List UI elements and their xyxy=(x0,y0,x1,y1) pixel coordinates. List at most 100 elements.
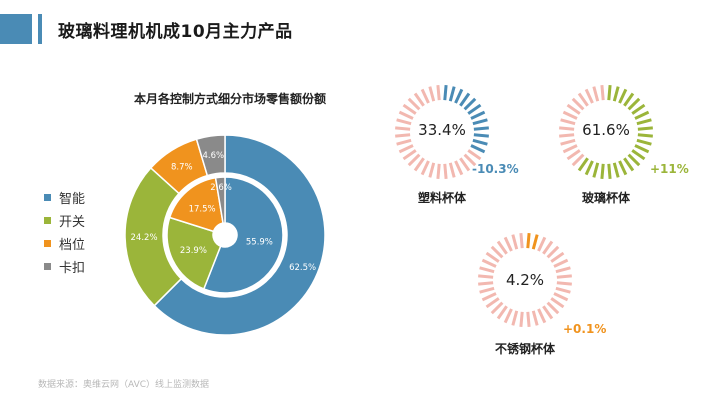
gauge-tick-steel xyxy=(490,301,504,315)
kpi-change: +11% xyxy=(650,162,689,176)
gauge-tick-steel-filled xyxy=(526,233,531,249)
gauge-tick-glass xyxy=(600,85,605,101)
gauge-tick-glass xyxy=(560,118,576,126)
gauge-tick-plastic xyxy=(396,138,412,146)
legend-item-gear: 档位 xyxy=(44,232,85,255)
gauge-tick-plastic-filled xyxy=(463,97,477,111)
gauge-tick-glass xyxy=(560,138,576,146)
gauge-tick-glass xyxy=(592,86,600,102)
gauge-tick-glass-filled xyxy=(618,88,628,104)
gauge-tick-glass xyxy=(562,110,578,120)
gauge-tick-glass-filled xyxy=(612,162,620,178)
gauge-tick-steel xyxy=(490,245,504,259)
gauge-tick-plastic xyxy=(436,85,441,101)
gauge-tick-glass-filled xyxy=(623,92,635,107)
gauge-tick-glass xyxy=(571,97,585,111)
radial-gauge-steel xyxy=(478,233,572,327)
gauge-tick-plastic xyxy=(428,162,436,178)
gauge-tick-plastic xyxy=(407,153,421,167)
chart-legend: 智能 开关 档位 卡扣 xyxy=(44,186,85,278)
gauge-tick-glass-filled xyxy=(623,157,635,172)
gauge-tick-steel-filled xyxy=(531,234,539,250)
gauge-tick-steel xyxy=(511,310,519,326)
gauge-tick-steel xyxy=(550,251,565,263)
kpi-label: 不锈钢杯体 xyxy=(494,342,555,356)
kpi-value: 33.4% xyxy=(418,121,466,139)
kpi-plastic-cup: 33.4% -10.3% 塑料杯体 xyxy=(392,82,519,205)
gauge-tick-plastic xyxy=(395,133,411,138)
title-bar: 玻璃料理机机成10月主力产品 xyxy=(0,0,720,62)
gauge-tick-steel xyxy=(496,305,508,320)
inner-slice-smart xyxy=(202,176,284,294)
kpi-glass-cup: 61.6% +11% 玻璃杯体 xyxy=(556,82,689,205)
gauge-tick-glass xyxy=(584,88,594,104)
kpi-change: +0.1% xyxy=(563,322,607,336)
outer-slice-smart xyxy=(153,134,326,336)
gauge-tick-steel xyxy=(479,286,495,294)
legend-swatch xyxy=(44,240,51,247)
gauge-tick-glass-filled xyxy=(612,86,620,102)
gauge-tick-steel xyxy=(555,286,571,294)
gauge-tick-steel xyxy=(553,292,569,302)
gauge-tick-plastic-filled xyxy=(459,92,471,107)
gauge-tick-plastic-filled xyxy=(454,88,464,104)
gauge-tick-plastic-filled xyxy=(470,144,486,154)
gauge-tick-steel xyxy=(478,281,494,286)
gauge-tick-plastic-filled xyxy=(473,133,489,138)
gauge-tick-glass-filled xyxy=(627,153,641,167)
gauge-tick-plastic xyxy=(420,88,430,104)
donut-chart-title: 本月各控制方式细分市场零售额份额 xyxy=(133,92,326,106)
gauge-tick-steel xyxy=(503,308,513,324)
gauge-tick-glass-filled xyxy=(584,160,594,176)
gauge-tick-steel xyxy=(519,233,524,249)
gauge-tick-glass-filled xyxy=(636,138,652,146)
gauge-tick-plastic xyxy=(463,153,477,167)
gauge-tick-glass xyxy=(566,103,581,115)
gauge-tick-plastic xyxy=(467,149,482,161)
gauge-tick-plastic-filled xyxy=(448,86,456,102)
gauge-tick-steel xyxy=(479,266,495,274)
gauge-tick-glass-filled xyxy=(634,110,650,120)
gauge-tick-steel xyxy=(481,258,497,268)
legend-label: 卡扣 xyxy=(59,261,86,276)
gauge-tick-glass-filled xyxy=(634,144,650,154)
gauge-tick-glass-filled xyxy=(618,160,628,176)
gauge-tick-steel xyxy=(485,251,500,263)
gauge-tick-plastic xyxy=(413,92,425,107)
gauge-tick-steel xyxy=(546,245,560,259)
kpi-value: 4.2% xyxy=(505,271,545,289)
outer-label-smart: 62.5% xyxy=(289,263,316,273)
gauge-tick-steel xyxy=(526,311,531,327)
gauge-tick-glass-filled xyxy=(607,163,612,179)
gauge-tick-steel xyxy=(496,240,508,255)
gauge-tick-glass-filled xyxy=(631,103,646,115)
gauge-tick-glass xyxy=(562,144,578,154)
outer-label-switch: 24.2% xyxy=(131,233,158,243)
legend-swatch xyxy=(44,263,51,270)
kpi-label: 玻璃杯体 xyxy=(581,191,630,205)
double-donut-chart: 62.5% 24.2% 8.7% 4.6% 55.9% 23.9% 17.5% 2.6% xyxy=(124,134,326,336)
gauge-tick-plastic xyxy=(402,103,417,115)
radial-gauge-glass xyxy=(559,85,653,179)
kpi-value: 61.6% xyxy=(582,121,630,139)
gauge-tick-steel xyxy=(556,281,572,286)
gauge-tick-plastic xyxy=(420,160,430,176)
gauge-tick-plastic-filled xyxy=(472,118,488,126)
gauge-tick-steel xyxy=(555,266,571,274)
gauge-tick-glass-filled xyxy=(592,162,600,178)
gauge-tick-steel xyxy=(519,311,524,327)
legend-item-smart: 智能 xyxy=(44,186,85,209)
outer-label-gear: 8.7% xyxy=(171,162,193,172)
radial-gauge-plastic xyxy=(395,85,489,179)
gauge-tick-steel xyxy=(556,274,572,279)
gauge-tick-plastic xyxy=(407,97,421,111)
kpi-label: 塑料杯体 xyxy=(417,191,466,205)
gauge-tick-glass xyxy=(571,153,585,167)
gauge-tick-plastic xyxy=(396,118,412,126)
gauge-tick-glass-filled xyxy=(637,126,653,131)
gauge-tick-steel xyxy=(503,236,513,252)
gauge-tick-steel xyxy=(537,308,547,324)
inner-label-smart: 55.9% xyxy=(246,238,273,248)
inner-slice-clip xyxy=(214,176,226,225)
kpi-change: -10.3% xyxy=(472,162,519,176)
